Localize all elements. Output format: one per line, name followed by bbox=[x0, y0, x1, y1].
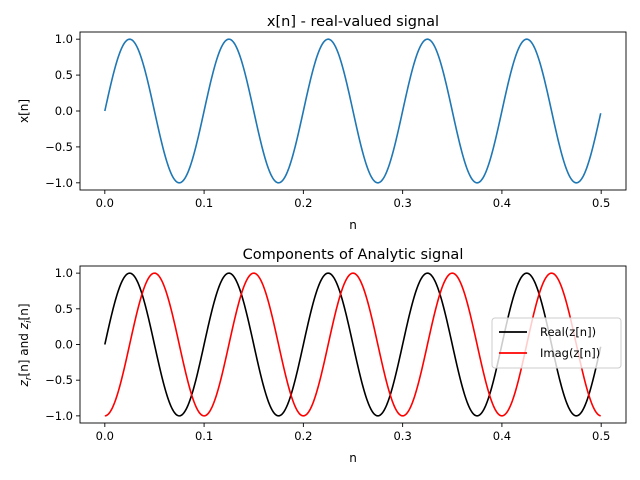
y-tick-label: 0.5 bbox=[55, 302, 73, 316]
bottom-y-axis-label: zr[n] and zi[n] bbox=[17, 304, 34, 388]
y-tick-label: −1.0 bbox=[45, 176, 73, 190]
y-tick-label: −0.5 bbox=[45, 373, 73, 387]
y-tick-label: 0.5 bbox=[55, 68, 73, 82]
x-tick-label: 0.1 bbox=[195, 429, 213, 443]
x-tick-label: 0.3 bbox=[393, 429, 411, 443]
x-tick-label: 0.2 bbox=[294, 196, 312, 210]
x-tick-label: 0.3 bbox=[393, 196, 411, 210]
y-tick-label: 0.0 bbox=[55, 338, 73, 352]
y-tick-label: −1.0 bbox=[45, 409, 73, 423]
top-ticks: 0.0 0.1 0.2 0.3 0.4 0.5 1.0 0.5 0.0 −0.5 −1.0 bbox=[45, 32, 610, 210]
top-series-x-line bbox=[104, 38, 602, 184]
bottom-series-real-line bbox=[104, 272, 602, 417]
bottom-ticks: 0.0 0.1 0.2 0.3 0.4 0.5 1.0 0.5 0.0 −0.5 −1.0 bbox=[45, 266, 610, 443]
x-tick-label: 0.0 bbox=[96, 196, 114, 210]
legend-box bbox=[491, 317, 622, 369]
x-tick-label: 0.4 bbox=[493, 429, 511, 443]
legend: Real(z[n]) Imag(z[n]) bbox=[491, 317, 622, 369]
y-tick-label: −0.5 bbox=[45, 140, 73, 154]
subplot-top: x[n] - real-valued signal 0.0 0.1 0.2 0.3 0.… bbox=[17, 14, 627, 232]
legend-label-real: Real(z[n]) bbox=[540, 325, 596, 339]
x-tick-label: 0.1 bbox=[195, 196, 213, 210]
bottom-plot-frame bbox=[79, 265, 627, 424]
legend-label-imag: Imag(z[n]) bbox=[540, 346, 600, 360]
top-x-axis-label: n bbox=[349, 218, 357, 232]
subplot-bottom: Components of Analytic signal 0.0 0.1 0.2 0… bbox=[17, 247, 627, 465]
y-tick-label: 0.0 bbox=[55, 104, 73, 118]
x-tick-label: 0.5 bbox=[592, 429, 610, 443]
top-plot-frame bbox=[79, 31, 627, 191]
top-chart-title: x[n] - real-valued signal bbox=[267, 14, 439, 30]
y-tick-label: 1.0 bbox=[55, 32, 73, 46]
bottom-chart-title: Components of Analytic signal bbox=[243, 247, 464, 263]
y-tick-label: 1.0 bbox=[55, 266, 73, 280]
bottom-series-imag-line bbox=[104, 272, 601, 417]
x-tick-label: 0.4 bbox=[493, 196, 511, 210]
x-tick-label: 0.2 bbox=[294, 429, 312, 443]
x-tick-label: 0.5 bbox=[592, 196, 610, 210]
bottom-x-axis-label: n bbox=[349, 451, 357, 465]
x-tick-label: 0.0 bbox=[96, 429, 114, 443]
top-y-axis-label: x[n] bbox=[17, 99, 31, 123]
